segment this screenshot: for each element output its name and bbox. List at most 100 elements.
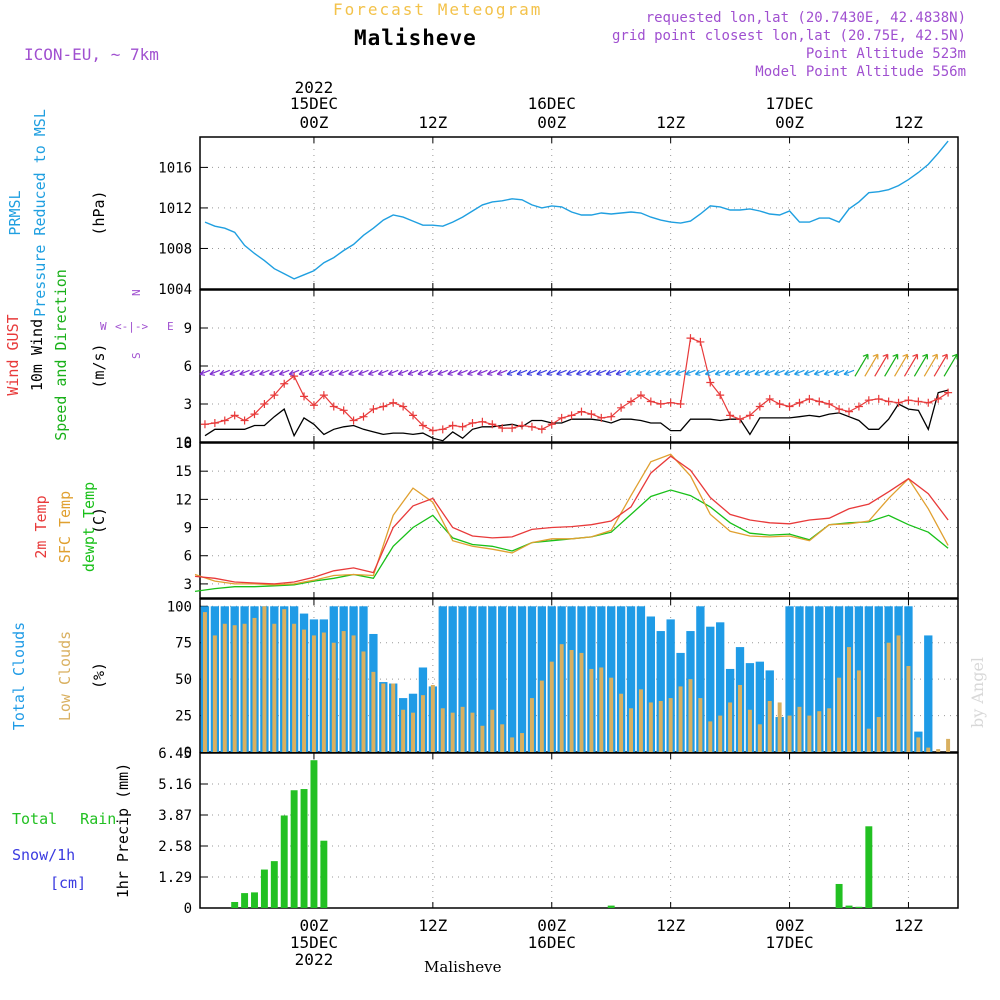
y-tick-label: 25 bbox=[175, 709, 192, 725]
temp-line-temp bbox=[194, 455, 949, 585]
direction-arrow bbox=[744, 369, 756, 376]
direction-arrow bbox=[387, 369, 399, 376]
low-cloud-bar bbox=[470, 712, 475, 752]
y-tick-label: 0 bbox=[184, 745, 192, 761]
low-cloud-bar bbox=[886, 642, 891, 752]
cloud-label: Total Clouds bbox=[10, 622, 28, 730]
top-date-label: 16DEC bbox=[528, 94, 576, 113]
direction-arrow bbox=[526, 369, 538, 376]
gust-marker bbox=[270, 391, 279, 400]
low-cloud-bar bbox=[797, 706, 802, 752]
gust-marker bbox=[944, 388, 953, 397]
gust-marker bbox=[587, 410, 596, 419]
top-hour-label: 00Z bbox=[775, 113, 804, 132]
direction-arrow bbox=[764, 369, 775, 376]
top-hour-label: 00Z bbox=[299, 113, 328, 132]
direction-arrow bbox=[556, 369, 567, 376]
direction-arrow bbox=[576, 369, 587, 376]
compass-e-label: E bbox=[167, 320, 174, 333]
low-cloud-bar bbox=[728, 702, 733, 752]
low-cloud-bar bbox=[876, 717, 881, 752]
low-cloud-bar bbox=[262, 606, 267, 752]
total-cloud-bar bbox=[696, 606, 705, 752]
total-cloud-bar bbox=[527, 606, 537, 752]
temp-label: 2m Temp bbox=[32, 495, 50, 558]
low-cloud-bar bbox=[529, 698, 534, 752]
direction-arrow bbox=[239, 369, 250, 376]
bottom-year-label: 2022 bbox=[295, 950, 334, 969]
y-tick-label: 1012 bbox=[158, 201, 192, 217]
gust-marker bbox=[537, 425, 546, 434]
gust-marker bbox=[379, 402, 388, 411]
direction-arrow bbox=[288, 369, 300, 376]
low-cloud-bar bbox=[609, 677, 614, 752]
gust-marker bbox=[874, 394, 883, 403]
compass-arrow: <-|-> bbox=[115, 320, 148, 333]
direction-arrow bbox=[585, 369, 597, 376]
low-cloud-bar bbox=[698, 698, 703, 752]
gust-marker bbox=[260, 400, 269, 408]
gust-marker bbox=[458, 422, 467, 431]
snow-unit-label: [cm] bbox=[50, 874, 86, 892]
low-cloud-bar bbox=[757, 724, 762, 752]
cloud-label: Low Clouds bbox=[56, 631, 74, 721]
total-cloud-bar bbox=[706, 626, 715, 752]
direction-arrow bbox=[833, 369, 845, 376]
direction-arrow bbox=[249, 369, 260, 376]
gust-marker bbox=[280, 379, 289, 388]
low-cloud-bar bbox=[371, 671, 376, 752]
low-cloud-bar bbox=[351, 635, 356, 752]
gust-marker bbox=[845, 407, 854, 416]
y-axis-label: (C) bbox=[90, 507, 108, 534]
low-cloud-bar bbox=[629, 708, 634, 752]
direction-arrow bbox=[258, 369, 270, 376]
gust-marker bbox=[329, 402, 338, 411]
low-cloud-bar bbox=[272, 623, 277, 752]
panel-frame bbox=[199, 136, 959, 290]
bottom-date-label: 17DEC bbox=[765, 933, 813, 952]
top-hour-label: 12Z bbox=[418, 113, 447, 132]
low-cloud-bar bbox=[321, 632, 326, 752]
low-cloud-bar bbox=[539, 680, 544, 752]
y-tick-label: 12 bbox=[175, 492, 192, 508]
low-cloud-bar bbox=[777, 702, 782, 752]
rain-bar bbox=[865, 826, 873, 908]
total-cloud-bar bbox=[745, 663, 755, 752]
low-cloud-bar bbox=[411, 712, 416, 752]
total-cloud-bar bbox=[498, 606, 507, 752]
direction-arrow bbox=[913, 353, 928, 377]
direction-arrow bbox=[605, 369, 617, 376]
low-cloud-bar bbox=[559, 644, 564, 752]
low-cloud-bar bbox=[619, 693, 624, 752]
total-cloud-bar bbox=[507, 606, 517, 752]
bottom-date-label: 16DEC bbox=[528, 933, 576, 952]
top-hour-label: 12Z bbox=[656, 113, 685, 132]
rain-label: Total Rain bbox=[12, 810, 116, 828]
direction-arrow bbox=[903, 353, 919, 377]
bottom-hour-label: 00Z bbox=[537, 916, 566, 935]
requested-coords: requested lon,lat (20.7430E, 42.4838N) bbox=[645, 10, 966, 26]
gust-marker bbox=[636, 391, 645, 400]
y-tick-label: 2.58 bbox=[158, 839, 192, 855]
gust-marker bbox=[775, 400, 784, 408]
gust-marker bbox=[557, 413, 566, 422]
low-cloud-bar bbox=[847, 647, 851, 752]
gust-marker bbox=[527, 422, 536, 431]
panel-frame bbox=[199, 442, 959, 599]
compass-s-label: S bbox=[130, 352, 143, 359]
y-tick-label: 9 bbox=[184, 521, 192, 537]
gust-marker bbox=[418, 421, 427, 430]
gust-marker bbox=[478, 417, 487, 426]
y-tick-label: 3 bbox=[184, 397, 192, 413]
gust-marker bbox=[319, 391, 328, 400]
low-cloud-bar bbox=[658, 701, 663, 752]
direction-arrow bbox=[794, 369, 805, 376]
direction-arrow bbox=[864, 353, 879, 377]
low-cloud-bar bbox=[292, 623, 297, 752]
low-cloud-bar bbox=[827, 708, 832, 752]
direction-arrow bbox=[843, 369, 855, 376]
low-cloud-bar bbox=[668, 698, 673, 752]
y-axis-label: (m/s) bbox=[90, 343, 108, 388]
top-date-label: 15DEC bbox=[290, 94, 338, 113]
direction-arrow bbox=[734, 369, 746, 376]
